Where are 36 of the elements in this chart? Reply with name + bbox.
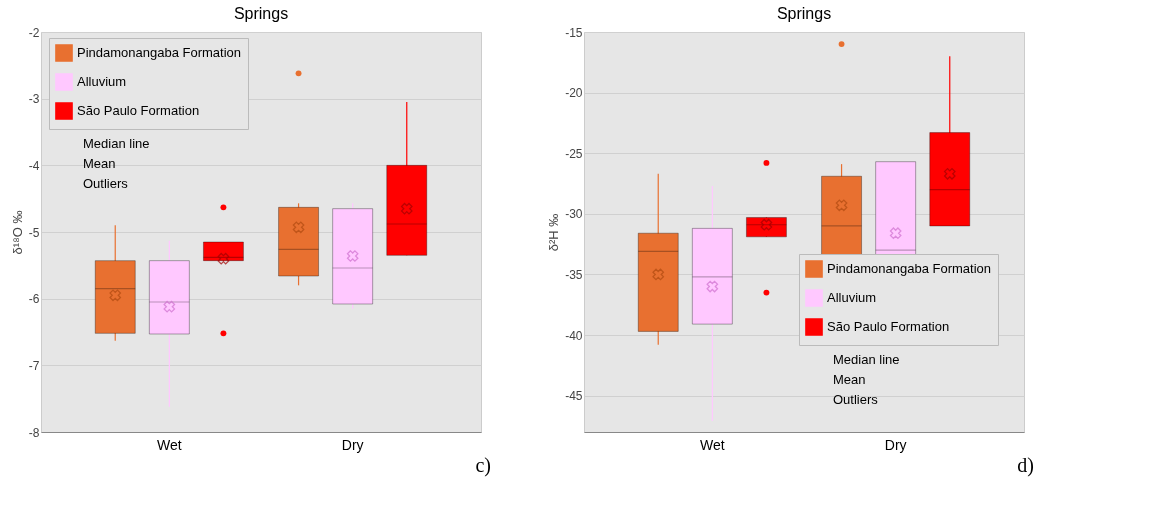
legend-label: Alluvium [77, 74, 127, 89]
annotation: Median line [83, 136, 150, 151]
y-axis-title: δ²H ‰ [546, 213, 562, 252]
chart-title: Springs [776, 5, 832, 22]
annotation: Median line [833, 352, 900, 367]
y-tick-label: -5 [28, 225, 40, 240]
x-tick-label: Wet [157, 436, 182, 453]
x-tick-label: Wet [700, 436, 725, 453]
y-tick-label: -35 [565, 267, 583, 282]
legend-label: Pindamonangaba Formation [827, 261, 992, 276]
annotation: Outliers [83, 176, 129, 191]
legend-label: São Paulo Formation [827, 319, 950, 334]
legend-label: Alluvium [827, 290, 877, 305]
y-tick-label: -25 [565, 146, 583, 161]
annotation: Mean [833, 372, 866, 387]
text: d) [1017, 454, 1034, 477]
y-tick-label: -4 [28, 158, 40, 173]
annotation: Outliers [833, 392, 879, 407]
y-tick-label: -3 [28, 92, 40, 107]
y-tick-label: -20 [565, 86, 583, 101]
y-tick-label: -6 [28, 292, 40, 307]
x-tick-label: Dry [341, 436, 364, 453]
y-tick-label: -8 [28, 425, 40, 440]
legend-label: São Paulo Formation [77, 103, 200, 118]
y-tick-label: -2 [28, 25, 40, 40]
x-tick-label: Dry [884, 436, 907, 453]
legend-label: Pindamonangaba Formation [77, 45, 242, 60]
chart-title: Springs [233, 5, 289, 22]
y-tick-label: -30 [565, 207, 583, 222]
y-axis-title: δ¹⁸O ‰ [9, 210, 25, 255]
y-tick-label: -15 [565, 25, 583, 40]
y-tick-label: -40 [565, 328, 583, 343]
annotation: Mean [83, 156, 116, 171]
y-tick-label: -7 [28, 358, 40, 373]
y-tick-label: -45 [565, 389, 583, 404]
text: c) [475, 454, 491, 477]
